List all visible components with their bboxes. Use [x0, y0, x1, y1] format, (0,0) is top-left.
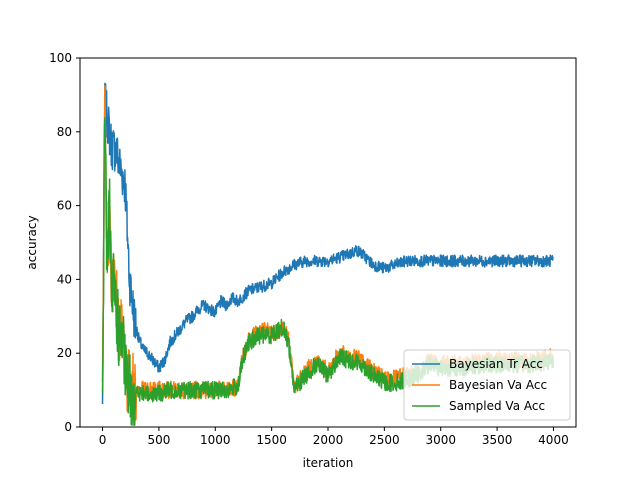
y-axis-label: accuracy: [25, 215, 39, 269]
x-axis-label: iteration: [303, 456, 354, 470]
x-tick-label: 2500: [369, 433, 400, 447]
legend-label: Bayesian Tr Acc: [449, 357, 543, 371]
legend-box: [403, 349, 571, 421]
y-tick-label: 100: [49, 51, 72, 65]
y-tick-label: 20: [57, 346, 72, 360]
x-tick-label: 3000: [425, 433, 456, 447]
axes: 0 500 1000 1500 2000 2500 3000 3500 4000 0 20 40 60 8…: [49, 51, 577, 447]
legend: Bayesian Tr Acc Bayesian Va Acc Sampled Va…: [403, 349, 571, 421]
x-tick-label: 3500: [482, 433, 513, 447]
x-tick-label: 2000: [313, 433, 344, 447]
x-tick-label: 4000: [538, 433, 569, 447]
x-tick-label: 0: [99, 433, 107, 447]
series-line-bayesian-tr-acc: [101, 82, 554, 405]
y-tick-label: 0: [64, 420, 72, 434]
y-tick-label: 40: [57, 272, 72, 286]
x-tick-label: 1000: [200, 433, 231, 447]
y-tick-label: 60: [57, 199, 72, 213]
x-tick-label: 500: [147, 433, 170, 447]
legend-label: Sampled Va Acc: [449, 399, 545, 413]
y-tick-label: 80: [57, 125, 72, 139]
legend-label: Bayesian Va Acc: [449, 378, 547, 392]
x-tick-label: 1500: [256, 433, 287, 447]
